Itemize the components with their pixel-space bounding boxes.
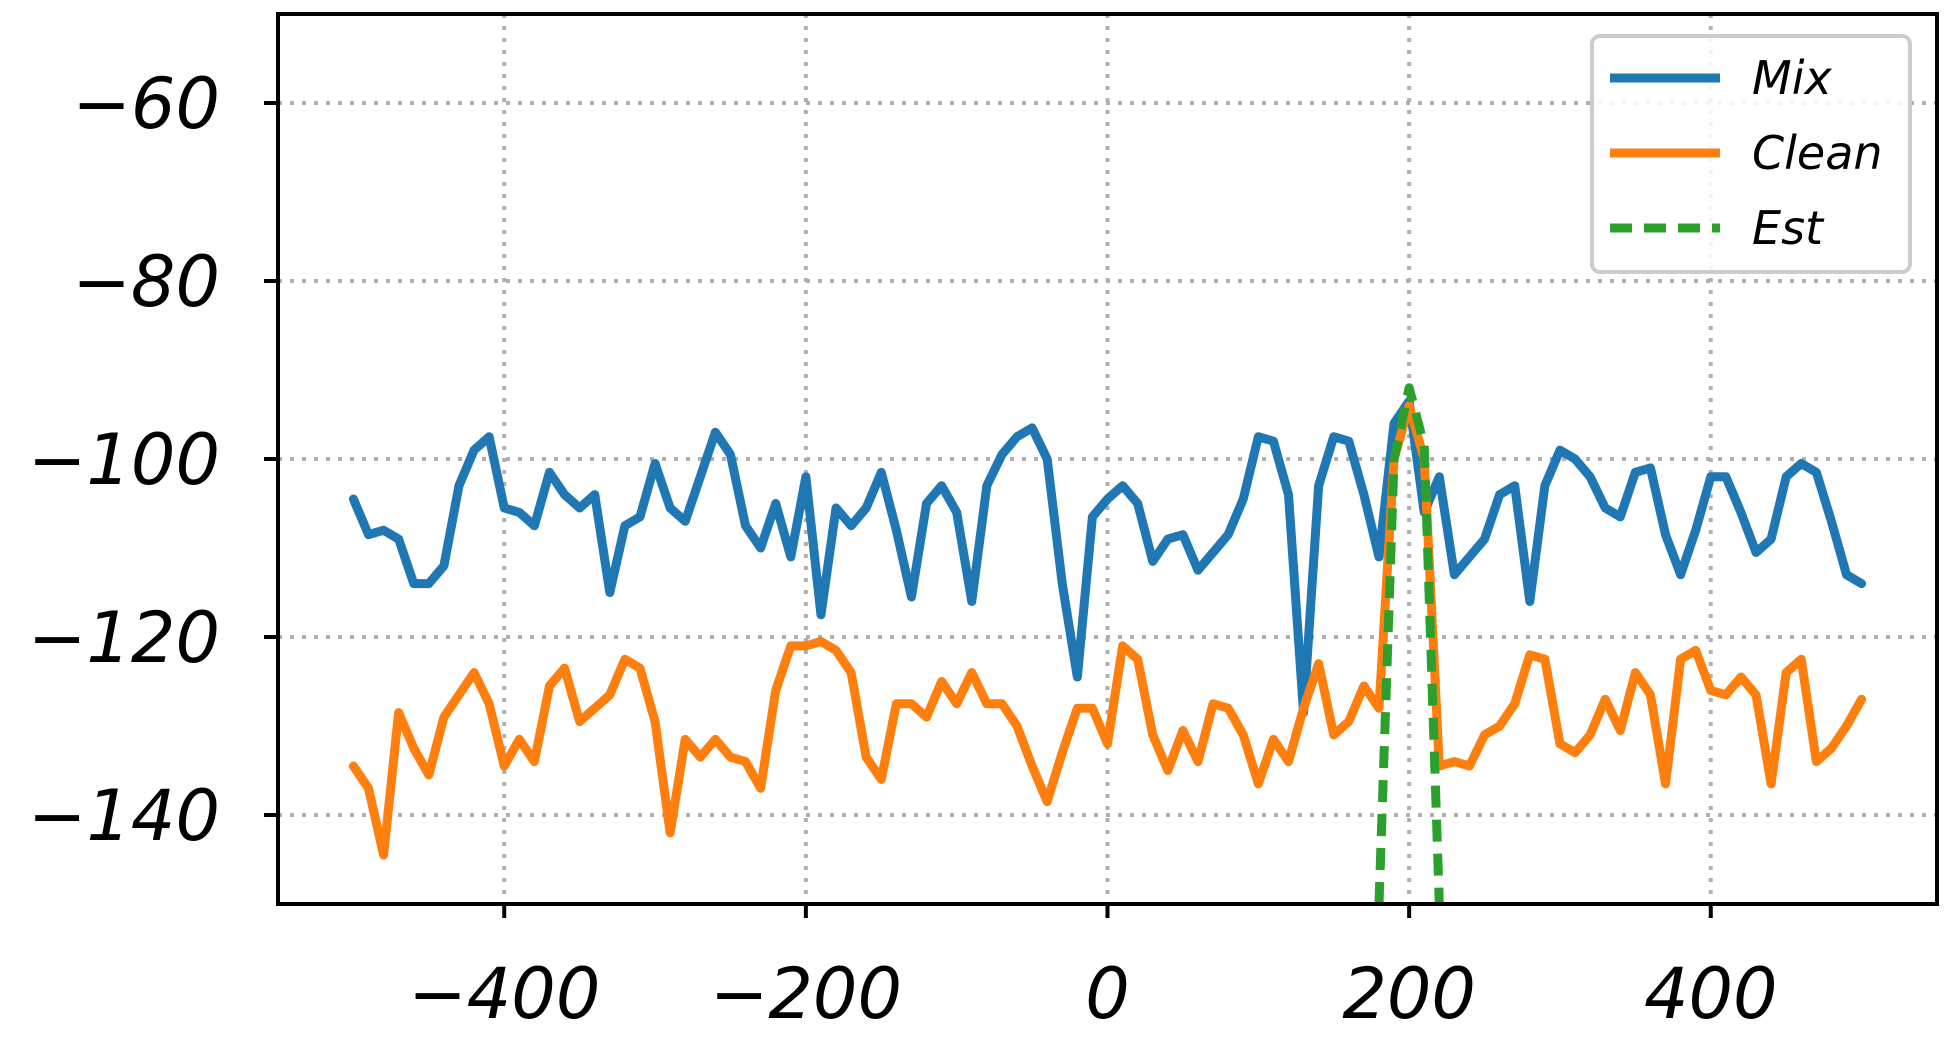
x-tick-label: 200: [1342, 953, 1476, 1035]
grid-layer: [278, 14, 1937, 904]
legend-box: [1590, 34, 1912, 274]
y-tick-label: −60: [72, 63, 220, 145]
legend-label-mix: Mix: [1752, 51, 1832, 105]
legend-label-est: Est: [1752, 201, 1825, 255]
legend-label-clean: Clean: [1752, 126, 1883, 180]
x-tick-label: −200: [710, 953, 902, 1035]
x-tick-label: 400: [1644, 953, 1778, 1035]
legend: Mix Clean Est: [1590, 34, 1912, 274]
series-layer: [348, 383, 1867, 904]
series-clip-group: [348, 383, 1867, 904]
axes-layer: −400 −200 0 200 400 −60 −80 −100 −120 −140: [28, 12, 1939, 1035]
x-tick-label: −400: [408, 953, 600, 1035]
y-tick-label: −120: [28, 597, 220, 679]
series-line-mix: [348, 396, 1867, 718]
y-tick-label: −100: [28, 419, 220, 501]
y-tick-label: −140: [28, 775, 220, 857]
series-line-clean: [348, 401, 1867, 860]
y-tick-label: −80: [72, 241, 220, 323]
series-line-est: [1374, 383, 1444, 904]
x-tick-label: 0: [1085, 953, 1130, 1035]
